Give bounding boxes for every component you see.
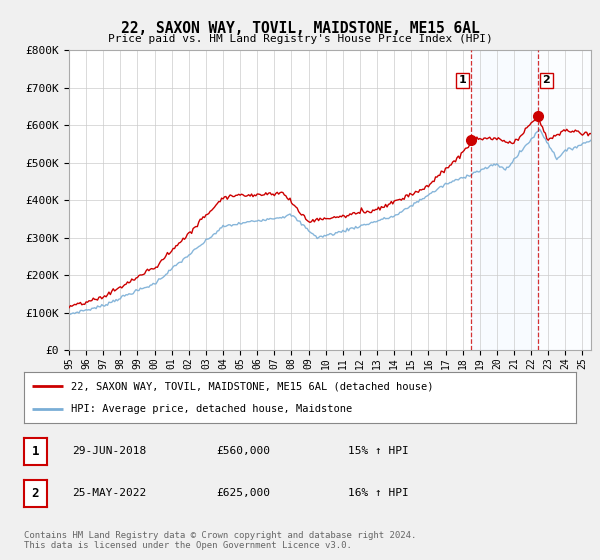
Text: 2: 2 <box>32 487 39 500</box>
Text: 2: 2 <box>542 76 550 85</box>
Text: 1: 1 <box>32 445 39 458</box>
Text: £560,000: £560,000 <box>216 446 270 456</box>
Text: HPI: Average price, detached house, Maidstone: HPI: Average price, detached house, Maid… <box>71 404 352 414</box>
Text: Contains HM Land Registry data © Crown copyright and database right 2024.
This d: Contains HM Land Registry data © Crown c… <box>24 531 416 550</box>
Bar <box>471 50 538 350</box>
Text: Price paid vs. HM Land Registry's House Price Index (HPI): Price paid vs. HM Land Registry's House … <box>107 34 493 44</box>
Text: £625,000: £625,000 <box>216 488 270 498</box>
Text: 22, SAXON WAY, TOVIL, MAIDSTONE, ME15 6AL (detached house): 22, SAXON WAY, TOVIL, MAIDSTONE, ME15 6A… <box>71 381 433 391</box>
Text: 22, SAXON WAY, TOVIL, MAIDSTONE, ME15 6AL: 22, SAXON WAY, TOVIL, MAIDSTONE, ME15 6A… <box>121 21 479 36</box>
Text: 25-MAY-2022: 25-MAY-2022 <box>72 488 146 498</box>
Text: 29-JUN-2018: 29-JUN-2018 <box>72 446 146 456</box>
Bar <box>538 50 591 350</box>
Text: 15% ↑ HPI: 15% ↑ HPI <box>348 446 409 456</box>
Text: 1: 1 <box>458 76 466 85</box>
Text: 16% ↑ HPI: 16% ↑ HPI <box>348 488 409 498</box>
